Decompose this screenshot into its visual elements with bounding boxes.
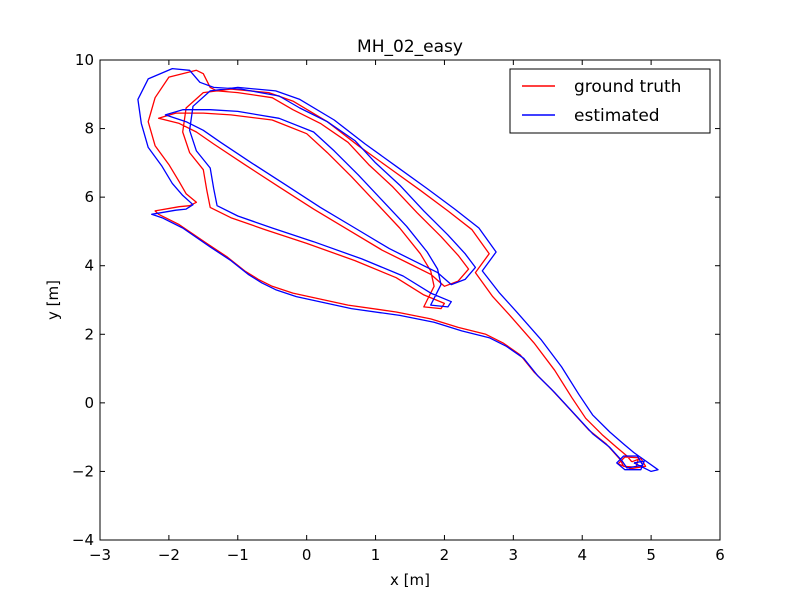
x-tick-label: 1 [371,546,381,564]
chart-title: MH_02_easy [357,37,463,57]
legend-label-estimated: estimated [574,106,660,126]
x-tick-label: 2 [440,546,450,564]
plot-area [100,60,720,540]
y-tick-label: −2 [72,462,94,480]
y-tick-label: −4 [72,531,94,549]
series-line-estimated [137,67,659,473]
x-axis-label: x [m] [390,571,430,589]
x-tick-label: −2 [158,546,180,564]
x-tick-label: 4 [577,546,587,564]
x-tick-label: 6 [715,546,725,564]
x-tick-label: 0 [302,546,312,564]
legend-label-ground-truth: ground truth [574,77,681,97]
y-tick-label: 10 [75,51,94,69]
y-tick-label: 4 [84,257,94,275]
y-tick-label: 8 [84,120,94,138]
x-tick-label: −3 [89,546,111,564]
plot-frame [99,59,721,541]
y-tick-label: 2 [84,325,94,343]
x-tick-label: 5 [646,546,656,564]
series-line-ground-truth [147,69,647,470]
legend-box [509,68,711,134]
x-tick-label: −1 [227,546,249,564]
y-tick-label: 0 [84,394,94,412]
y-axis-label: y [m] [44,280,62,320]
legend: ground truth estimated [509,68,711,134]
x-tick-label: 3 [509,546,519,564]
y-tick-label: 6 [84,188,94,206]
